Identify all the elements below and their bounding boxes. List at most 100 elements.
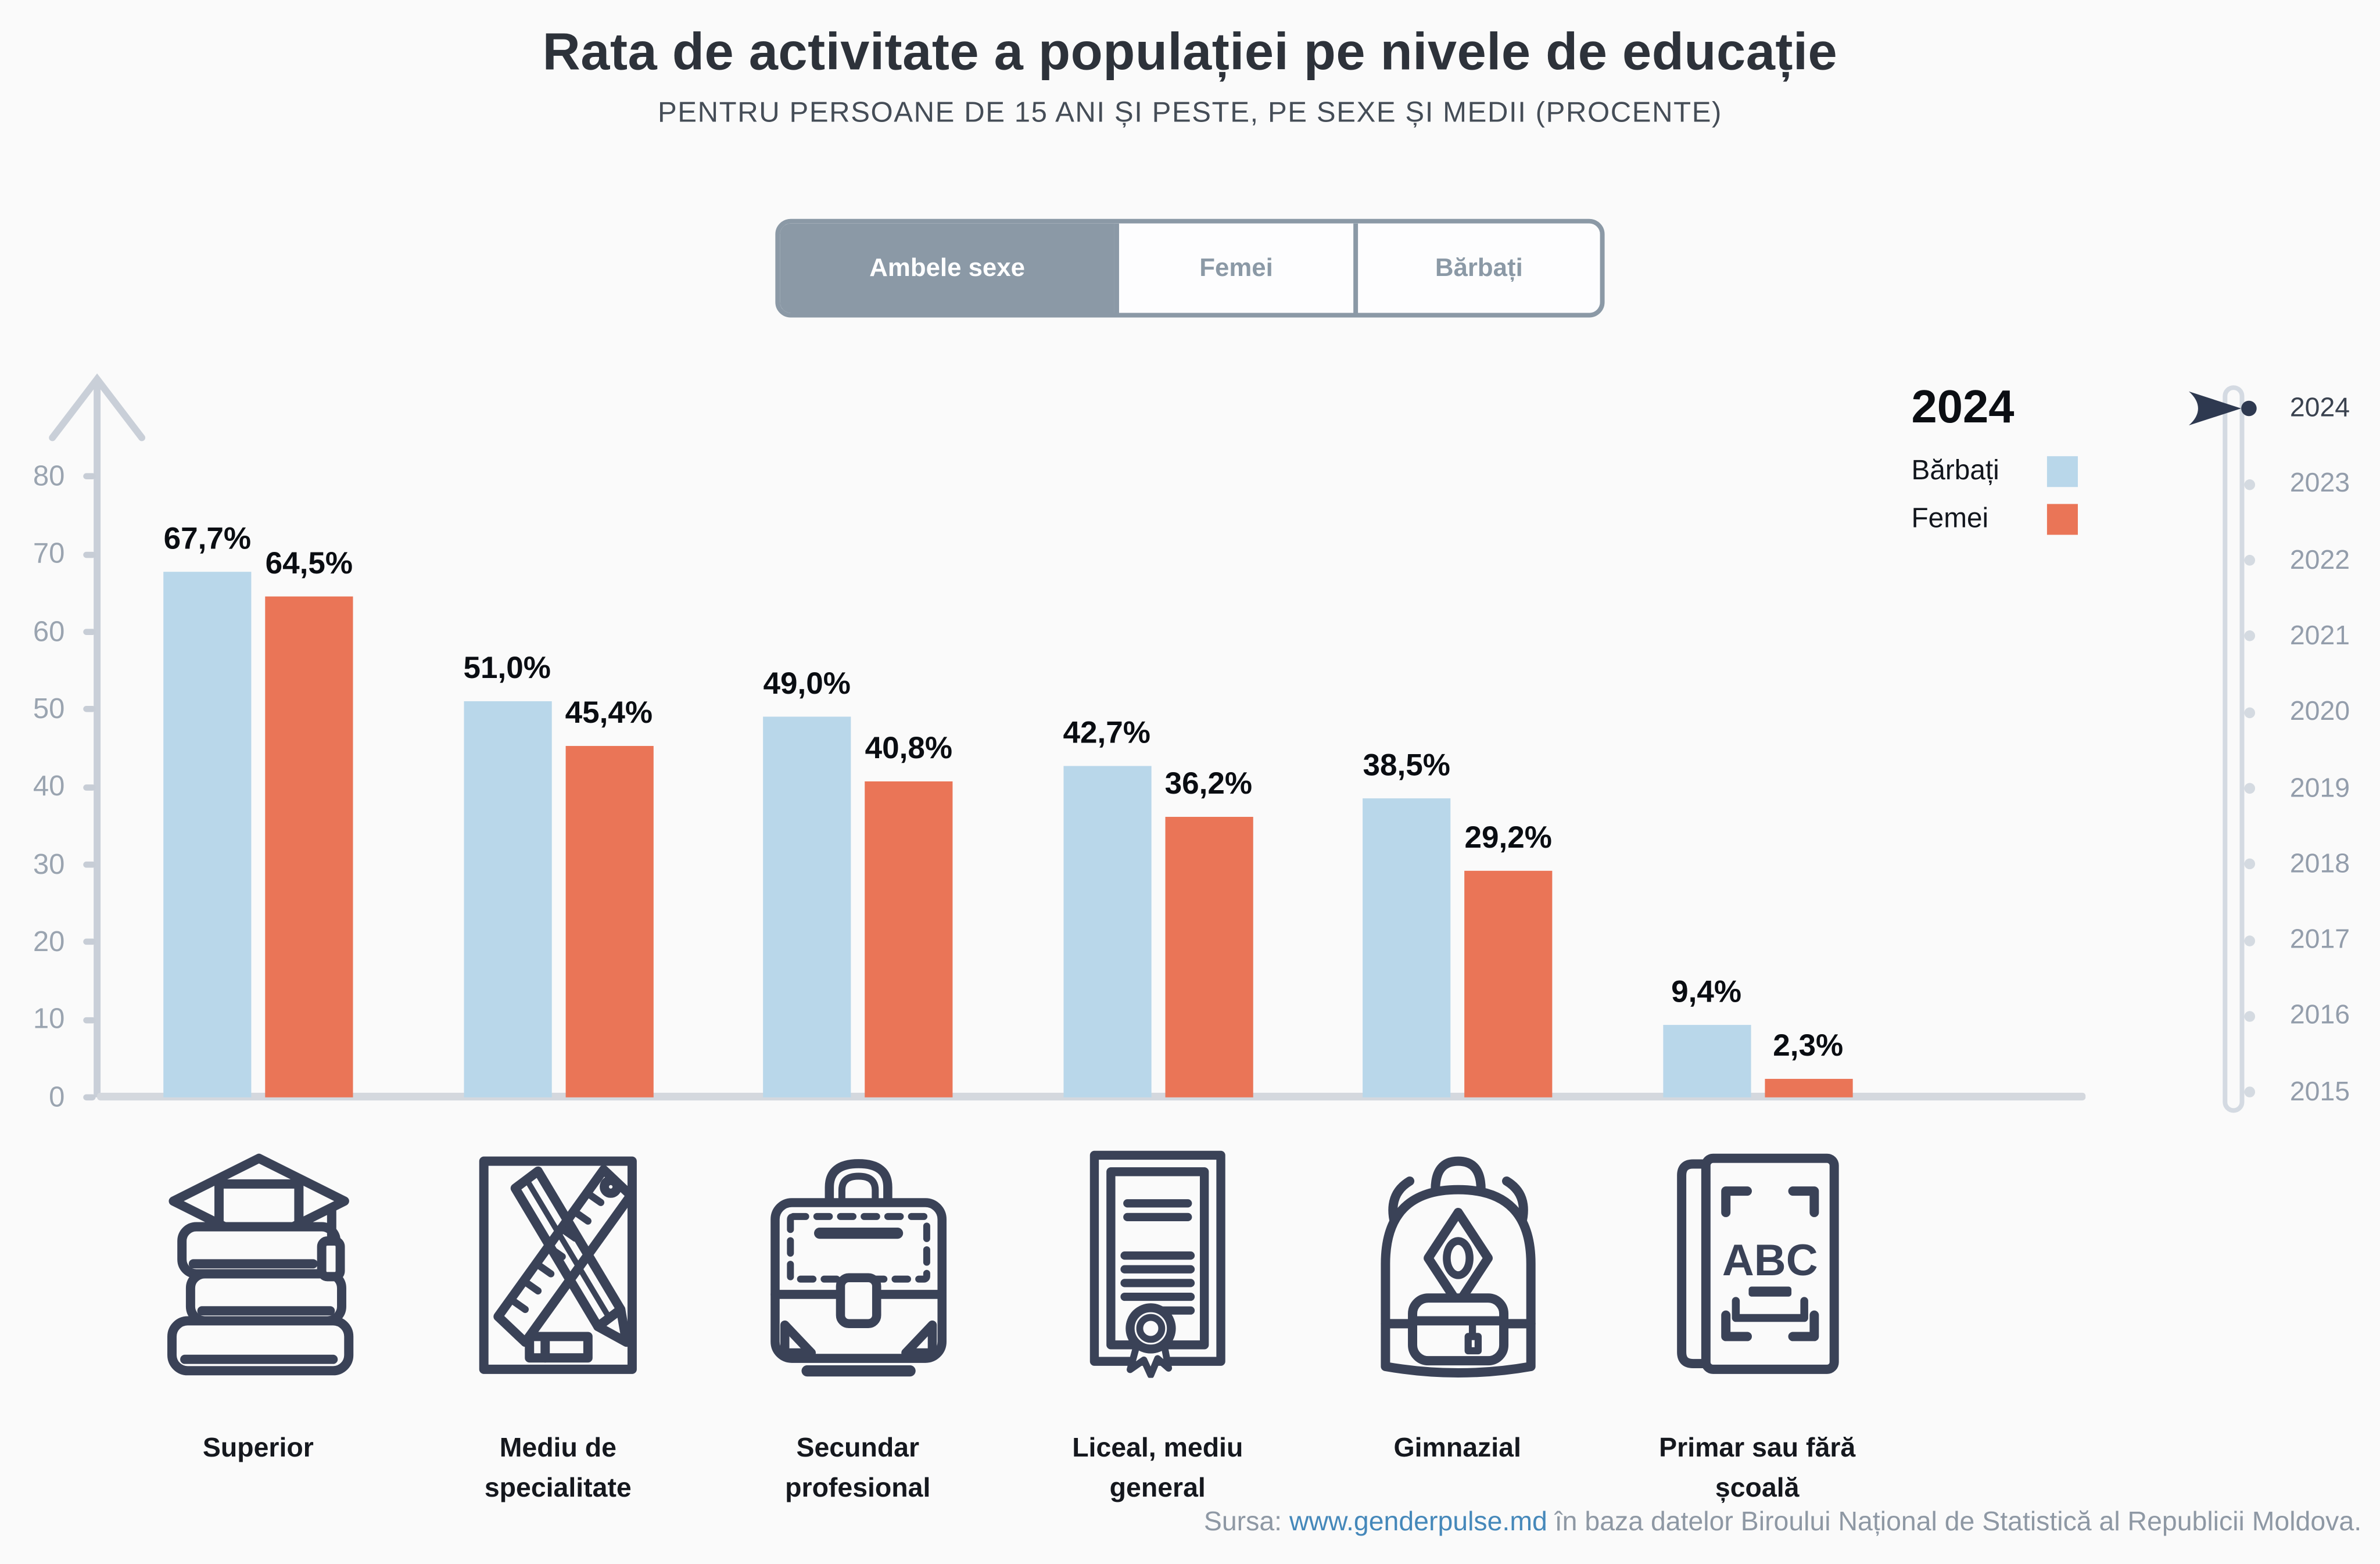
tab-ambele-sexe[interactable]: Ambele sexe xyxy=(780,223,1114,313)
svg-text:ABC: ABC xyxy=(1722,1236,1818,1285)
books-graduation-cap-icon xyxy=(159,1150,359,1378)
bar-barbati xyxy=(463,701,551,1097)
timeline-dot-2024[interactable] xyxy=(2241,400,2257,417)
tab-femei[interactable]: Femei xyxy=(1114,223,1354,313)
bar-value-label: 51,0% xyxy=(463,652,551,687)
bar-barbati xyxy=(1363,798,1451,1097)
timeline-year-2020[interactable]: 2020 xyxy=(2289,695,2350,726)
page-title: Rata de activitate a populației pe nivel… xyxy=(542,23,1838,82)
legend: 2024 Bărbați Femei xyxy=(1911,382,2090,535)
bar-femei xyxy=(1464,870,1553,1097)
timeline-year-2018[interactable]: 2018 xyxy=(2289,847,2350,878)
legend-item-femei: Femei xyxy=(1911,503,2090,535)
y-axis-tick-mark xyxy=(83,784,96,791)
bar-value-label: 29,2% xyxy=(1464,822,1552,856)
timeline-dot-2016[interactable] xyxy=(2244,1010,2256,1022)
bar-value-label: 49,0% xyxy=(763,668,851,702)
sex-filter-tabs: Ambele sexe Femei Bărbați xyxy=(775,218,1605,318)
category-label: Gimnazial xyxy=(1393,1432,1521,1463)
barbati-color-swatch xyxy=(2046,455,2078,486)
bar-group: 49,0% 40,8% xyxy=(763,0,954,1097)
y-axis-tick-mark xyxy=(83,706,96,713)
source-suffix: în baza datelor Biroului Național de Sta… xyxy=(1554,1505,2362,1537)
legend-label-femei: Femei xyxy=(1911,502,1989,533)
books-graduation-cap-icon xyxy=(166,1153,353,1376)
bar-value-label: 67,7% xyxy=(163,523,252,557)
bar-value-label: 38,5% xyxy=(1363,749,1450,784)
bar-femei xyxy=(265,597,353,1097)
timeline-year-2016[interactable]: 2016 xyxy=(2289,999,2350,1031)
timeline-dot-2021[interactable] xyxy=(2244,631,2256,642)
bar-group: 42,7% 36,2% xyxy=(1063,0,1254,1097)
timeline-dot-2023[interactable] xyxy=(2244,479,2256,490)
bar-group: 67,7% 64,5% xyxy=(163,0,354,1097)
timeline-year-2023[interactable]: 2023 xyxy=(2289,467,2350,498)
abc-book-icon: ABC xyxy=(1657,1150,1857,1378)
femei-color-swatch xyxy=(2046,503,2078,535)
bar-value-label: 36,2% xyxy=(1164,767,1253,801)
bar-value-label: 45,4% xyxy=(565,695,653,730)
y-axis-tick-mark xyxy=(83,629,96,635)
timeline-dot-2022[interactable] xyxy=(2244,555,2256,566)
bar-femei xyxy=(1164,816,1253,1097)
bar-femei xyxy=(865,781,953,1097)
abc-book-icon: ABC xyxy=(1677,1153,1839,1374)
bar-barbati xyxy=(1063,766,1151,1097)
bar-barbati xyxy=(163,572,252,1097)
timeline-track[interactable] xyxy=(2223,385,2245,1113)
y-axis-tick-label: 70 xyxy=(33,536,65,569)
category-label: Secundar profesional xyxy=(785,1432,931,1504)
y-axis-tick-label: 40 xyxy=(33,769,65,802)
y-axis-tick-label: 20 xyxy=(33,924,65,957)
y-axis-tick-label: 0 xyxy=(49,1079,65,1112)
bar-group: 38,5% 29,2% xyxy=(1363,0,1554,1097)
category-label: Primar sau fără școală xyxy=(1659,1432,1856,1504)
bar-value-label: 64,5% xyxy=(265,547,353,582)
category-label: Mediu de specialitate xyxy=(484,1432,632,1504)
year-timeline-slider: 2024 2023 2022 2021 2020 2019 2018 2017 2016 201… xyxy=(2186,370,2380,1140)
timeline-cursor-arrow-icon xyxy=(2188,391,2242,426)
y-axis-tick-mark xyxy=(83,473,96,480)
diploma-icon xyxy=(1089,1150,1225,1378)
timeline-year-2015[interactable]: 2015 xyxy=(2289,1075,2350,1106)
bar-value-label: 9,4% xyxy=(1671,975,1742,1009)
pencil-ruler-icon xyxy=(479,1156,637,1374)
y-axis-tick-label: 60 xyxy=(33,614,65,647)
bar-value-label: 42,7% xyxy=(1063,716,1150,751)
y-axis-arrow-icon xyxy=(49,373,146,1097)
timeline-dot-2017[interactable] xyxy=(2244,935,2256,946)
backpack-icon xyxy=(1380,1156,1535,1378)
y-axis-tick-mark xyxy=(83,551,96,558)
timeline-year-2019[interactable]: 2019 xyxy=(2289,771,2350,802)
timeline-year-2017[interactable]: 2017 xyxy=(2289,923,2350,955)
timeline-year-2022[interactable]: 2022 xyxy=(2289,543,2350,575)
briefcase-icon xyxy=(769,1159,946,1377)
timeline-dot-2019[interactable] xyxy=(2244,783,2256,794)
y-axis-tick-mark xyxy=(83,1094,96,1101)
timeline-year-2021[interactable]: 2021 xyxy=(2289,619,2350,651)
y-axis-tick-label: 30 xyxy=(33,846,65,880)
y-axis-tick-label: 10 xyxy=(33,1002,65,1035)
source-link[interactable]: www.genderpulse.md xyxy=(1289,1505,1547,1537)
timeline-dot-2015[interactable] xyxy=(2244,1086,2256,1098)
bar-barbati xyxy=(763,717,851,1097)
tab-barbati[interactable]: Bărbați xyxy=(1353,223,1600,313)
category-label: Liceal, mediu general xyxy=(1072,1432,1243,1504)
bar-femei xyxy=(1764,1079,1852,1097)
bar-femei xyxy=(565,745,653,1097)
briefcase-icon xyxy=(761,1150,955,1378)
diploma-icon xyxy=(1062,1150,1254,1378)
y-axis-tick-mark xyxy=(83,1016,96,1023)
timeline-dot-2018[interactable] xyxy=(2244,859,2256,870)
backpack-icon xyxy=(1357,1150,1557,1378)
y-axis-tick-mark xyxy=(83,939,96,946)
legend-label-barbati: Bărbați xyxy=(1911,454,1999,486)
timeline-year-2024[interactable]: 2024 xyxy=(2289,391,2350,422)
bar-group: 51,0% 45,4% xyxy=(463,0,654,1097)
legend-item-barbati: Bărbați xyxy=(1911,455,2090,487)
bar-value-label: 40,8% xyxy=(865,731,953,766)
timeline-dot-2020[interactable] xyxy=(2244,706,2256,718)
legend-year: 2024 xyxy=(1911,382,2015,433)
